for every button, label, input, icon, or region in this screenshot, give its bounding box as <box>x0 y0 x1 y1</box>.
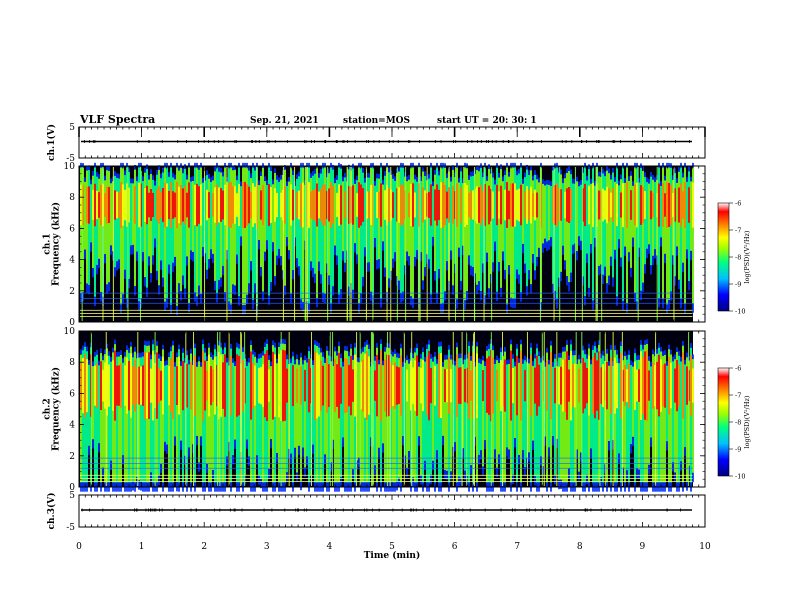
x-tick-label: 6 <box>452 542 458 552</box>
y-tick-label: 5 <box>69 123 75 133</box>
y-tick-label: -5 <box>66 154 75 164</box>
y-tick-label: 0 <box>69 318 75 328</box>
figure-title: VLF Spectra <box>79 113 155 126</box>
ch2-colorbar: -6 -7 -8 -9 -10 log(PSD)(V²/Hz) <box>717 365 751 481</box>
x-tick-label: 8 <box>577 542 583 552</box>
colorbar-tick-label: -6 <box>735 200 741 208</box>
ch3-waveform-panel: 5 -5 ch.3(V) <box>46 491 706 533</box>
colorbar-tick-label: -9 <box>735 281 741 289</box>
header-date: Sep. 21, 2021 <box>250 116 319 126</box>
y-axis-label: ch.3(V) <box>46 493 57 530</box>
colorbar-tick-label: -7 <box>735 227 741 235</box>
y-tick-label: 6 <box>69 224 75 234</box>
y-tick-label: -5 <box>66 523 75 533</box>
y-tick-label: 2 <box>69 287 75 297</box>
y-tick-label: 8 <box>69 358 75 368</box>
y-tick-label: 10 <box>64 327 76 337</box>
colorbar-tick-label: -6 <box>735 365 741 373</box>
y-axis-label: ch.2 <box>43 398 53 419</box>
x-tick-label: 2 <box>201 542 207 552</box>
ch1-spectrogram-panel: 0 2 4 6 8 10 ch.1 Frequency (kHz) <box>43 162 706 328</box>
colorbar-scale <box>717 202 730 312</box>
colorbar-scale <box>717 367 730 477</box>
y-tick-label: 4 <box>69 256 75 266</box>
x-tick-label: 5 <box>389 542 395 552</box>
y-tick-label: 5 <box>69 491 75 501</box>
y-axis-label: ch.1 <box>43 233 53 254</box>
x-tick-label: 4 <box>327 542 333 552</box>
colorbar-label: log(PSD)(V²/Hz) <box>743 230 751 283</box>
colorbar-tick-label: -8 <box>735 254 741 262</box>
ch1-waveform-panel: 5 -5 ch.1(V) <box>46 123 706 164</box>
x-tick-label: 10 <box>699 542 711 552</box>
colorbar-tick-label: -8 <box>735 419 741 427</box>
x-tick-label: 1 <box>139 542 145 552</box>
y-tick-label: 6 <box>69 389 75 399</box>
colorbar-tick-label: -7 <box>735 392 741 400</box>
y-tick-label: 10 <box>64 162 76 172</box>
ch1-colorbar: -6 -7 -8 -9 -10 log(PSD)(V²/Hz) <box>717 200 751 316</box>
x-tick-label: 3 <box>264 542 270 552</box>
header-station: station=MOS <box>343 116 410 126</box>
ch2-spectrogram-panel: 0 2 4 6 8 10 ch.2 Frequency (kHz) <box>43 327 706 493</box>
y-axis-label: Frequency (kHz) <box>51 202 62 286</box>
y-tick-label: 4 <box>69 421 75 431</box>
header-start-time: start UT = 20: 30: 1 <box>437 116 537 126</box>
y-tick-label: 0 <box>69 483 75 493</box>
y-tick-label: 8 <box>69 193 75 203</box>
colorbar-tick-label: -9 <box>735 446 741 454</box>
x-tick-label: 0 <box>76 542 82 552</box>
colorbar-tick-label: -10 <box>735 473 745 481</box>
colorbar-label: log(PSD)(V²/Hz) <box>743 395 751 448</box>
x-tick-label: 7 <box>514 542 520 552</box>
time-axis: 0 1 2 3 4 5 6 7 8 9 10 Time (min) <box>76 542 711 561</box>
y-axis-label: ch.1(V) <box>46 124 57 161</box>
x-tick-label: 9 <box>640 542 646 552</box>
x-axis-label: Time (min) <box>364 550 421 561</box>
y-axis-label: Frequency (kHz) <box>51 367 62 451</box>
colorbar-tick-label: -10 <box>735 308 745 316</box>
y-tick-label: 2 <box>69 452 75 462</box>
